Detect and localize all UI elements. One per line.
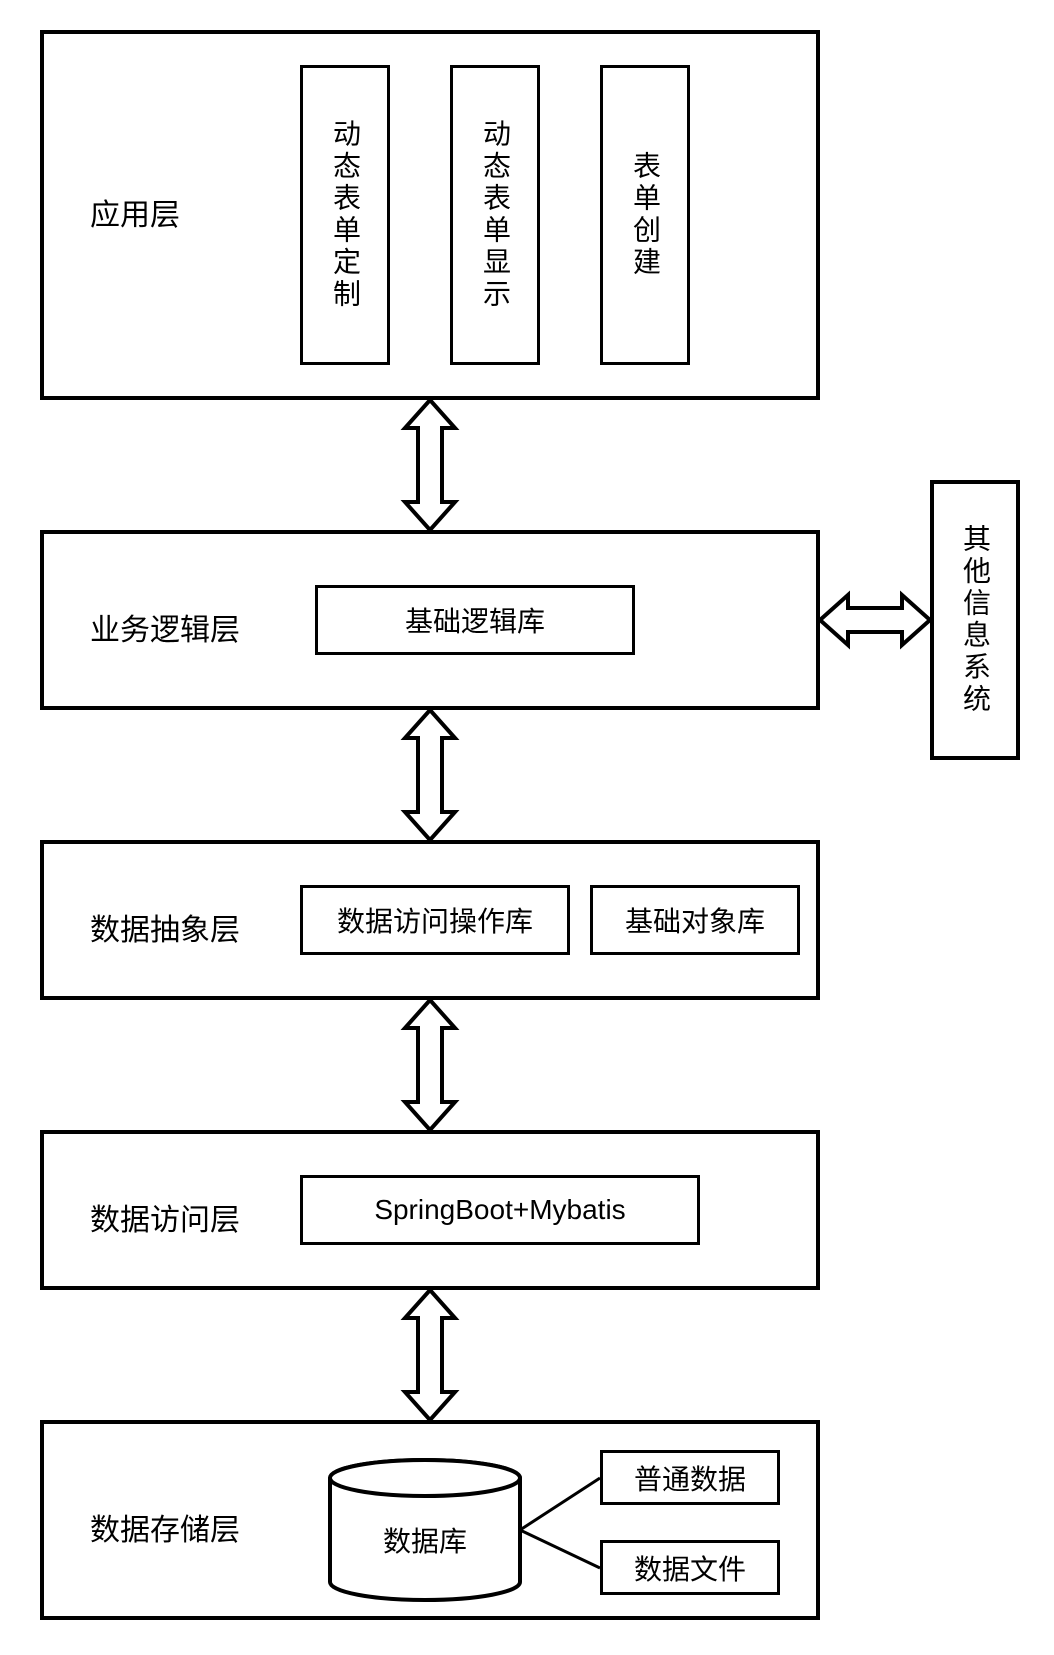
sub-baselogic-label: 基础逻辑库 [405, 600, 545, 640]
database-label: 数据库 [330, 1520, 520, 1560]
layer-title-app: 应用层 [90, 190, 180, 234]
sub-create-label: 表单创建 [625, 151, 665, 279]
sub-springboot-label: SpringBoot+Mybatis [374, 1194, 625, 1226]
sub-springboot: SpringBoot+Mybatis [300, 1175, 700, 1245]
sub-custom: 动态表单定制 [300, 65, 390, 365]
side-other-systems-label: 其他信息系统 [955, 524, 995, 716]
diagram-stage: 应用层 动态表单定制 动态表单显示 表单创建业务逻辑层 基础逻辑库数据抽象层 数据访问操作… [0, 0, 1054, 1655]
sub-create: 表单创建 [600, 65, 690, 365]
double-arrow-a3 [399, 994, 461, 1136]
sub-plaindata: 普通数据 [600, 1450, 780, 1505]
layer-title-access: 数据访问层 [90, 1195, 240, 1239]
double-arrow-a2 [399, 704, 461, 846]
sub-plaindata-label: 普通数据 [634, 1458, 746, 1498]
layer-title-logic: 业务逻辑层 [90, 605, 240, 649]
sub-baselogic: 基础逻辑库 [315, 585, 635, 655]
sub-display-label: 动态表单显示 [475, 119, 515, 311]
layer-title-storage: 数据存储层 [90, 1505, 240, 1549]
layer-title-abstract: 数据抽象层 [90, 905, 240, 949]
sub-base-obj: 基础对象库 [590, 885, 800, 955]
side-other-systems: 其他信息系统 [930, 480, 1020, 760]
double-arrow-a5 [814, 589, 936, 651]
sub-access-ops: 数据访问操作库 [300, 885, 570, 955]
double-arrow-a4 [399, 1284, 461, 1426]
sub-base-obj-label: 基础对象库 [625, 900, 765, 940]
sub-datafile-label: 数据文件 [634, 1548, 746, 1588]
sub-datafile: 数据文件 [600, 1540, 780, 1595]
sub-custom-label: 动态表单定制 [325, 119, 365, 311]
sub-access-ops-label: 数据访问操作库 [337, 900, 533, 940]
double-arrow-a1 [399, 394, 461, 536]
sub-display: 动态表单显示 [450, 65, 540, 365]
